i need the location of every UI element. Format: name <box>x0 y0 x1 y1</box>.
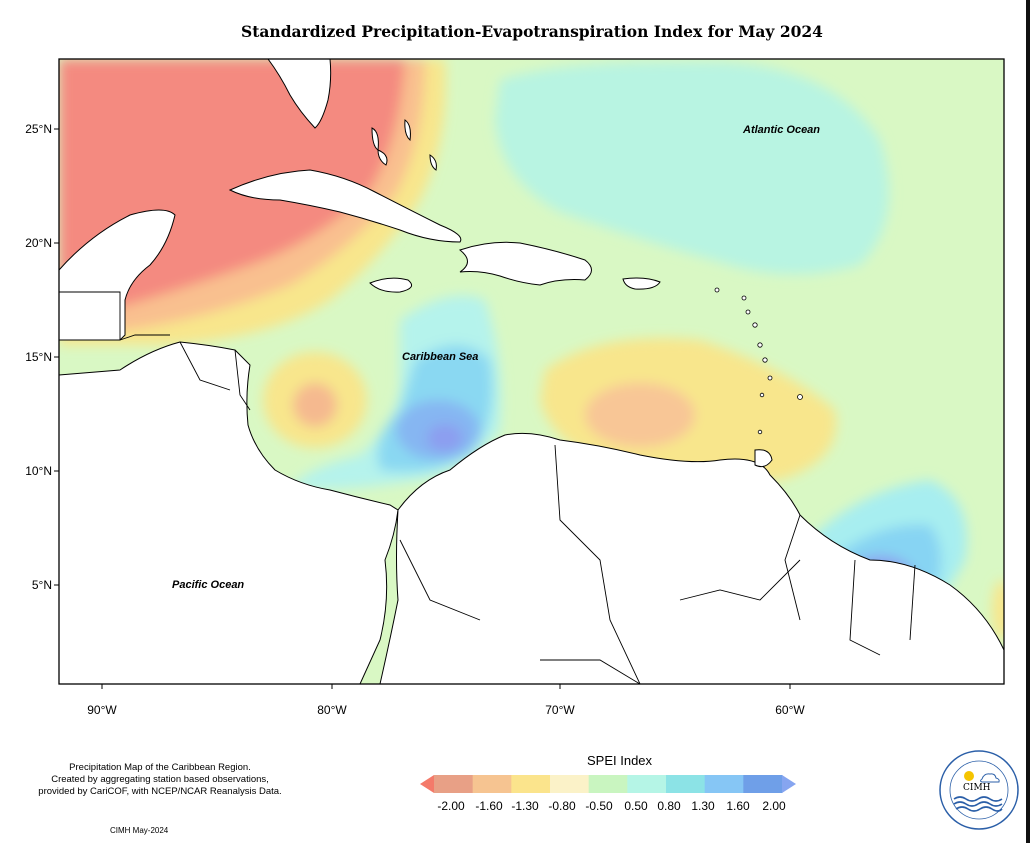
hispaniola <box>458 241 592 286</box>
sun-icon <box>964 771 974 781</box>
description-line: Created by aggregating station based obs… <box>51 774 269 785</box>
legend-tick: -0.80 <box>548 799 576 813</box>
legend-tick: -1.30 <box>511 799 539 813</box>
caribbean-extreme-wet-spot <box>427 424 463 452</box>
map-border <box>58 58 1005 685</box>
lat-label-20n: 20°N <box>25 236 52 250</box>
map-description: Precipitation Map of the Caribbean Regio… <box>10 762 310 798</box>
spei-field <box>59 59 1004 684</box>
legend-arrow-high <box>782 775 796 793</box>
central-america-and-pacific-coast <box>59 341 399 684</box>
legend-color-cell <box>588 775 628 793</box>
venezuela-coast-drier-region <box>585 383 695 447</box>
land-masses <box>59 59 1004 684</box>
cimh-logo <box>939 750 1019 830</box>
lat-label-5n: 5°N <box>31 578 52 592</box>
legend-tick: -1.60 <box>475 799 503 813</box>
legend-tick: 0.80 <box>657 799 681 813</box>
lon-label-80w: 80°W <box>317 703 347 717</box>
atlantic-wet-region <box>495 61 889 275</box>
legend-title: SPEI Index <box>587 753 653 768</box>
legend-arrow-low <box>420 775 434 793</box>
jamaica <box>369 277 413 293</box>
nicaragua-strong-dry-spot <box>293 383 337 427</box>
legend-color-cell <box>704 775 744 793</box>
axis-ticks <box>54 128 791 689</box>
cloud-icon <box>980 773 1000 783</box>
legend-colorbar <box>420 775 796 793</box>
legend-color-cell <box>434 775 474 793</box>
credit-label: CIMH May-2024 <box>110 826 169 835</box>
waves-icon <box>953 796 1003 812</box>
yucatan <box>59 209 176 341</box>
florida <box>267 59 332 129</box>
legend-tick: -2.00 <box>437 799 465 813</box>
south-america <box>379 432 1004 684</box>
description-line: provided by CariCOF, with NCEP/NCAR Rean… <box>38 786 282 797</box>
map-title: Standardized Precipitation-Evapotranspir… <box>241 22 823 41</box>
legend-color-cell <box>511 775 551 793</box>
lon-label-60w: 60°W <box>775 703 805 717</box>
lon-label-70w: 70°W <box>545 703 575 717</box>
legend-tick: 0.50 <box>624 799 648 813</box>
legend-tick: 1.30 <box>691 799 715 813</box>
cuba <box>228 169 462 243</box>
legend-tick: 1.60 <box>726 799 750 813</box>
puerto-rico <box>622 277 661 290</box>
legend-color-cell <box>550 775 590 793</box>
legend-tick: -0.50 <box>585 799 613 813</box>
trinidad <box>754 449 773 468</box>
se-coastal-dry-spot <box>992 580 1004 640</box>
description-line: Precipitation Map of the Caribbean Regio… <box>69 762 251 773</box>
cimh-logo-text: CIMH <box>963 783 991 793</box>
lat-label-15n: 15°N <box>25 350 52 364</box>
lon-label-90w: 90°W <box>87 703 117 717</box>
legend-color-cell <box>743 775 783 793</box>
caribbean-sea-label: Caribbean Sea <box>402 351 479 363</box>
legend-color-cell <box>666 775 706 793</box>
legend-color-cell <box>627 775 667 793</box>
lat-label-10n: 10°N <box>25 464 52 478</box>
country-borders <box>59 291 916 684</box>
lesser-antilles <box>714 287 803 435</box>
legend-tick: 2.00 <box>762 799 786 813</box>
legend-tick-labels: -2.00 -1.60 -1.30 -0.80 -0.50 0.50 0.80 … <box>432 799 792 815</box>
pacific-ocean-label: Pacific Ocean <box>172 579 245 591</box>
atlantic-ocean-label: Atlantic Ocean <box>743 124 821 136</box>
lat-label-25n: 25°N <box>25 122 52 136</box>
legend-color-cell <box>472 775 512 793</box>
